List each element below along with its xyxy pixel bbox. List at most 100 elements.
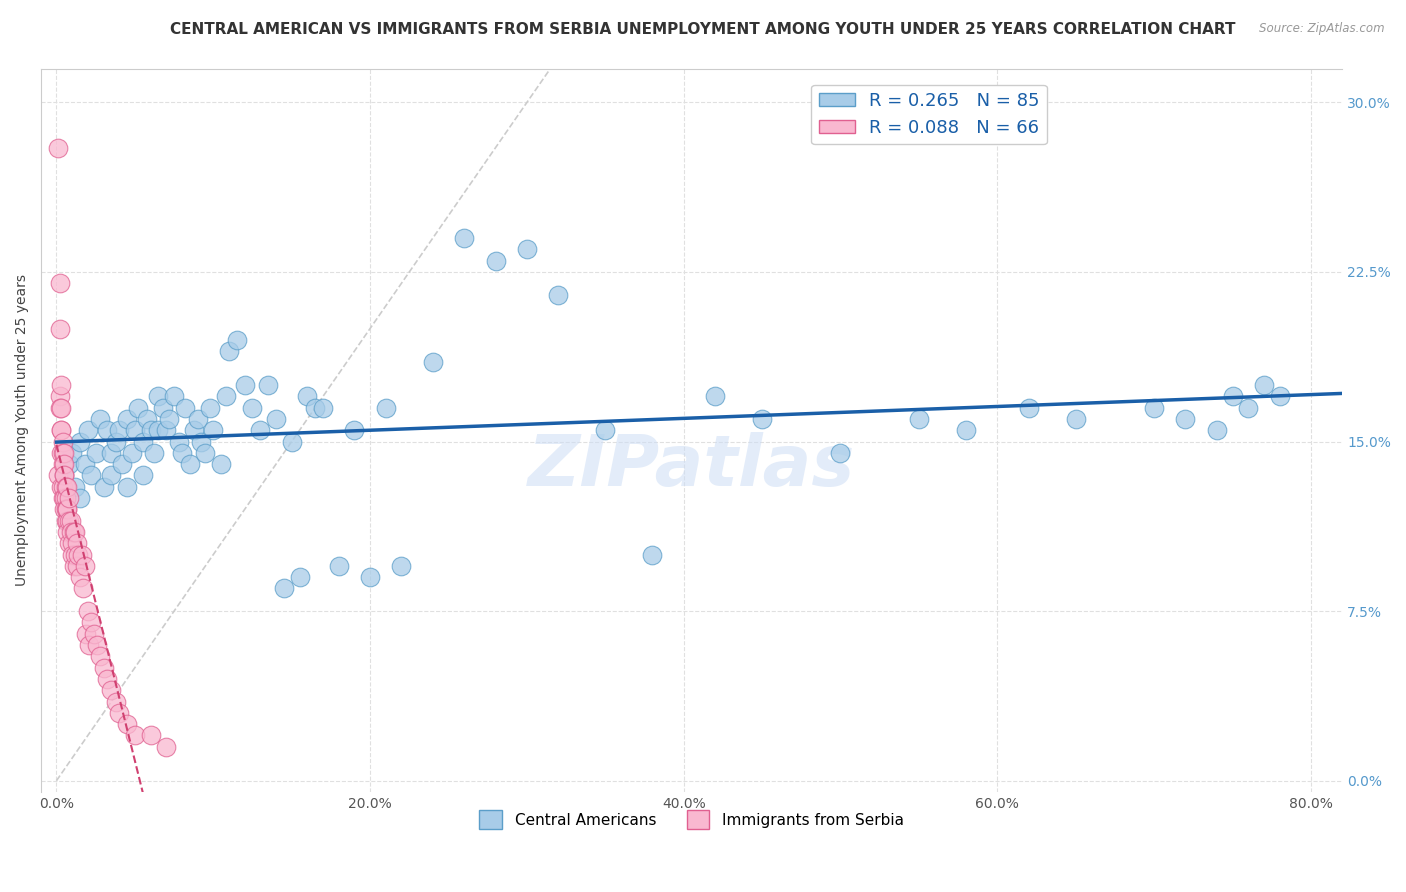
Point — [343, 423, 366, 437]
Point — [86, 638, 108, 652]
Point — [242, 401, 264, 415]
Point — [55, 514, 77, 528]
Point — [170, 446, 193, 460]
Point — [58, 457, 80, 471]
Point — [132, 468, 155, 483]
Point — [46, 141, 69, 155]
Point — [65, 480, 87, 494]
Point — [121, 446, 143, 460]
Point — [100, 468, 122, 483]
Point — [257, 378, 280, 392]
Point — [48, 401, 70, 415]
Point — [198, 401, 221, 415]
Point — [66, 536, 89, 550]
Point — [1205, 423, 1227, 437]
Point — [60, 536, 83, 550]
Point — [218, 344, 240, 359]
Point — [215, 389, 238, 403]
Y-axis label: Unemployment Among Youth under 25 years: Unemployment Among Youth under 25 years — [15, 274, 30, 586]
Point — [484, 253, 506, 268]
Legend: Central Americans, Immigrants from Serbia: Central Americans, Immigrants from Serbi… — [474, 804, 910, 835]
Point — [152, 401, 174, 415]
Point — [96, 672, 118, 686]
Point — [105, 694, 128, 708]
Point — [62, 558, 84, 573]
Point — [53, 468, 76, 483]
Point — [73, 558, 96, 573]
Point — [704, 389, 727, 403]
Point — [105, 434, 128, 449]
Point — [108, 706, 131, 720]
Point — [93, 660, 115, 674]
Point — [51, 401, 73, 415]
Point — [1143, 401, 1166, 415]
Point — [304, 401, 326, 415]
Point — [48, 321, 70, 335]
Point — [59, 514, 82, 528]
Point — [69, 570, 91, 584]
Point — [66, 558, 89, 573]
Point — [328, 558, 350, 573]
Point — [209, 457, 232, 471]
Point — [60, 548, 83, 562]
Point — [58, 491, 80, 505]
Point — [72, 582, 94, 596]
Point — [62, 524, 84, 539]
Point — [76, 604, 98, 618]
Point — [547, 287, 569, 301]
Point — [148, 389, 170, 403]
Point — [53, 468, 76, 483]
Point — [55, 480, 77, 494]
Point — [108, 423, 131, 437]
Point — [155, 423, 177, 437]
Point — [1018, 401, 1040, 415]
Point — [194, 446, 217, 460]
Point — [167, 434, 190, 449]
Point — [48, 277, 70, 291]
Point — [115, 717, 138, 731]
Point — [51, 378, 73, 392]
Point — [89, 412, 111, 426]
Point — [136, 412, 159, 426]
Point — [190, 434, 212, 449]
Text: ZIPatlas: ZIPatlas — [527, 432, 855, 501]
Point — [132, 434, 155, 449]
Point — [53, 446, 76, 460]
Point — [374, 401, 396, 415]
Point — [51, 446, 73, 460]
Point — [641, 548, 664, 562]
Point — [297, 389, 319, 403]
Point — [55, 502, 77, 516]
Point — [56, 524, 79, 539]
Point — [225, 333, 247, 347]
Point — [174, 401, 197, 415]
Point — [202, 423, 225, 437]
Point — [595, 423, 617, 437]
Point — [187, 412, 209, 426]
Point — [52, 446, 75, 460]
Point — [59, 524, 82, 539]
Point — [233, 378, 256, 392]
Point — [100, 446, 122, 460]
Point — [48, 389, 70, 403]
Point — [51, 423, 73, 437]
Point — [359, 570, 381, 584]
Point — [312, 401, 335, 415]
Point — [453, 231, 475, 245]
Point — [1064, 412, 1087, 426]
Point — [52, 457, 75, 471]
Point — [52, 480, 75, 494]
Point — [73, 457, 96, 471]
Point — [55, 491, 77, 505]
Point — [124, 423, 146, 437]
Point — [56, 502, 79, 516]
Point — [1268, 389, 1291, 403]
Point — [51, 423, 73, 437]
Text: CENTRAL AMERICAN VS IMMIGRANTS FROM SERBIA UNEMPLOYMENT AMONG YOUTH UNDER 25 YEA: CENTRAL AMERICAN VS IMMIGRANTS FROM SERB… — [170, 22, 1236, 37]
Point — [115, 412, 138, 426]
Point — [139, 423, 162, 437]
Point — [51, 480, 73, 494]
Point — [70, 548, 93, 562]
Point — [124, 728, 146, 742]
Point — [89, 649, 111, 664]
